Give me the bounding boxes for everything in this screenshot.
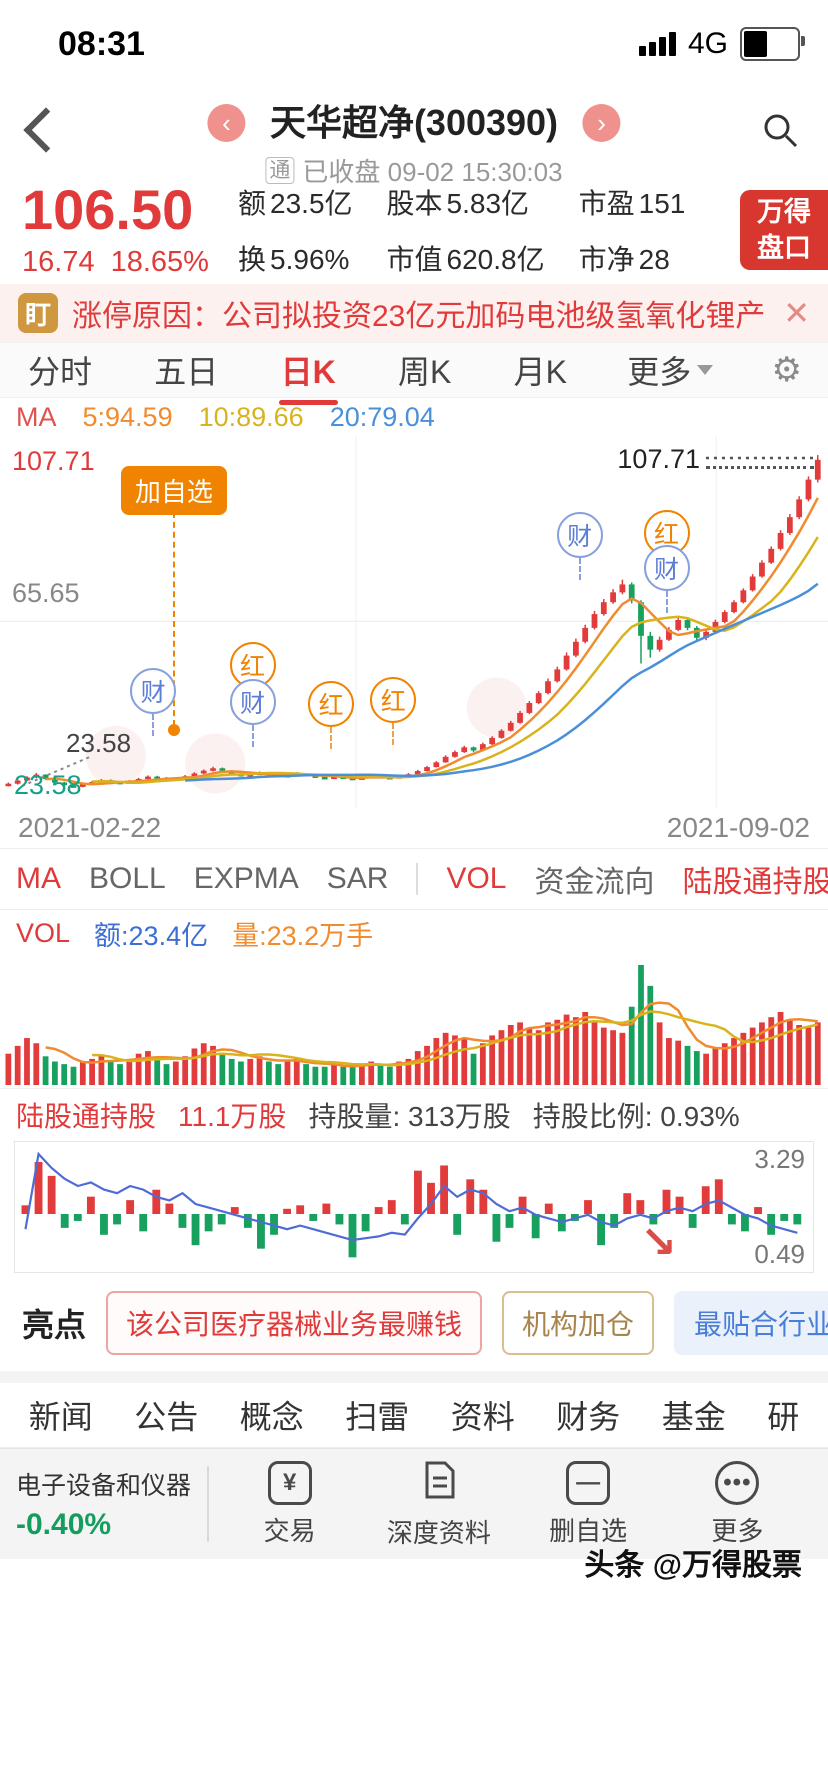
next-stock-button[interactable]: › <box>582 104 621 142</box>
remove-watchlist-button[interactable]: — 删自选 <box>514 1460 663 1548</box>
prev-stock-button[interactable]: ‹ <box>207 104 246 142</box>
indicator-expma[interactable]: EXPMA <box>193 862 299 895</box>
period-tab-bar: 分时 五日 日K 周K 月K 更多 ⚙ <box>0 342 828 405</box>
indicator-boll[interactable]: BOLL <box>89 862 166 895</box>
quote-section: 106.50 16.74 18.65% 额 23.5亿 股本 5.83亿 市盈 151… <box>0 176 828 284</box>
northbound-header: 陆股通持股 11.1万股 持股量: 313万股 持股比例: 0.93% <box>16 1101 740 1132</box>
price-change-pct: 18.65% <box>110 245 209 278</box>
volume-svg[interactable] <box>0 956 828 1088</box>
x-axis-end: 2021-09-02 <box>666 812 810 843</box>
tab-news[interactable]: 新闻 <box>28 1399 93 1435</box>
tab-more[interactable]: 更多 <box>627 347 714 393</box>
tab-monthly-k[interactable]: 月K <box>513 354 567 390</box>
bottom-action-bar: 电子设备和仪器 -0.40% ¥ 交易 深度资料 — 删自选 ••• 更多 <box>0 1448 828 1559</box>
price-change: 16.74 <box>22 245 95 278</box>
volume-legend: VOL 额:23.4亿 量:23.2万手 <box>16 917 374 951</box>
indicator-moneyflow[interactable]: 资金流向 <box>534 866 655 899</box>
gear-icon[interactable]: ⚙ <box>771 351 802 389</box>
divider <box>416 863 419 895</box>
yen-icon: ¥ <box>267 1460 312 1505</box>
search-icon[interactable] <box>762 112 800 155</box>
document-icon <box>417 1458 461 1507</box>
tab-profile[interactable]: 资料 <box>450 1399 515 1435</box>
indicator-tab-bar: MA BOLL EXPMA SAR VOL 资金流向 陆股通持股 融资余额 <box>0 848 828 910</box>
northbound-svg[interactable] <box>15 1142 813 1272</box>
indicator-vol[interactable]: VOL <box>446 862 507 895</box>
more-button[interactable]: ••• 更多 <box>663 1460 812 1548</box>
quote-stats: 额 23.5亿 股本 5.83亿 市盈 151 换 5.96% 市值 620.8亿 市净 2… <box>238 188 686 275</box>
watch-icon: 盯 <box>18 293 58 333</box>
tab-announcements[interactable]: 公告 <box>134 1399 199 1435</box>
battery-icon <box>740 27 805 61</box>
status-bar: 08:31 4G <box>0 0 828 88</box>
x-axis: 2021-02-22 2021-09-02 <box>0 808 828 848</box>
northbound-y-min: 0.49 <box>754 1239 805 1269</box>
main-candle-svg[interactable] <box>0 436 828 808</box>
news-ticker-text[interactable]: 涨停原因：公司拟投资23亿元加码电池级氢氧化锂产 <box>72 300 766 333</box>
red-arrow-icon: ↘ <box>640 1218 677 1267</box>
highlights-label: 亮点 <box>22 1307 87 1343</box>
back-icon[interactable] <box>23 107 69 153</box>
deep-data-button[interactable]: 深度资料 <box>364 1458 513 1550</box>
signal-strength-icon <box>638 32 676 56</box>
network-type: 4G <box>687 27 728 60</box>
tab-5day[interactable]: 五日 <box>154 354 219 390</box>
ma-legend: MA 5:94.59 10:89.66 20:79.04 <box>16 401 435 432</box>
trade-button[interactable]: ¥ 交易 <box>215 1460 364 1548</box>
app-header: ‹ 天华超净(300390) 通 已收盘 09-02 15:30:03 › <box>0 88 828 187</box>
news-ticker[interactable]: 盯 涨停原因：公司拟投资23亿元加码电池级氢氧化锂产 ✕ <box>0 284 828 342</box>
tab-concepts[interactable]: 概念 <box>239 1399 304 1435</box>
tab-timeline[interactable]: 分时 <box>28 354 93 390</box>
volume-chart[interactable] <box>0 956 828 1089</box>
session-status: 已收盘 09-02 15:30:03 <box>302 157 563 187</box>
highlights-bar: 亮点 该公司医疗器械业务最赚钱 机构加仓 最贴合行业: 电子 <box>0 1287 828 1359</box>
market-connect-tag: 通 <box>265 156 295 185</box>
close-icon[interactable]: ✕ <box>783 295 810 331</box>
content-tab-bar: 新闻 公告 概念 扫雷 资料 财务 基金 研 <box>0 1383 828 1448</box>
tab-funds[interactable]: 基金 <box>661 1399 726 1435</box>
tab-financials[interactable]: 财务 <box>556 1399 621 1435</box>
page-title: 天华超净(300390) <box>269 102 559 143</box>
tab-research[interactable]: 研 <box>767 1399 800 1435</box>
highlight-pill-industry[interactable]: 最贴合行业: 电子 <box>674 1291 828 1355</box>
tab-daily-k[interactable]: 日K <box>278 343 338 405</box>
ellipsis-icon: ••• <box>715 1460 760 1505</box>
minus-icon: — <box>566 1460 611 1505</box>
watermark: 头条 @万得股票 <box>584 1549 802 1582</box>
chevron-down-icon <box>697 365 714 375</box>
sector-quote[interactable]: 电子设备和仪器 -0.40% <box>16 1466 210 1542</box>
indicator-sar[interactable]: SAR <box>326 862 389 895</box>
last-price: 106.50 <box>22 177 194 241</box>
x-axis-start: 2021-02-22 <box>18 812 162 843</box>
highlight-pill-medical[interactable]: 该公司医疗器械业务最赚钱 <box>106 1291 483 1355</box>
wind-order-book-badge[interactable]: 万得 盘口 <box>740 190 828 270</box>
sector-change: -0.40% <box>16 1508 112 1541</box>
northbound-y-max: 3.29 <box>754 1144 805 1174</box>
main-chart[interactable]: 107.71 65.65 23.58 23.58 107.71 加自选财红财红红… <box>0 436 828 808</box>
indicator-ma[interactable]: MA <box>16 862 61 895</box>
section-divider <box>0 1371 828 1383</box>
tab-risk-scan[interactable]: 扫雷 <box>345 1399 410 1435</box>
indicator-northbound[interactable]: 陆股通持股 <box>682 866 828 899</box>
clock: 08:31 <box>58 24 145 63</box>
tab-weekly-k[interactable]: 周K <box>397 354 452 390</box>
northbound-chart[interactable]: 3.29 0.49 ↘ <box>14 1141 814 1273</box>
highlight-pill-institutions[interactable]: 机构加仓 <box>502 1291 655 1355</box>
